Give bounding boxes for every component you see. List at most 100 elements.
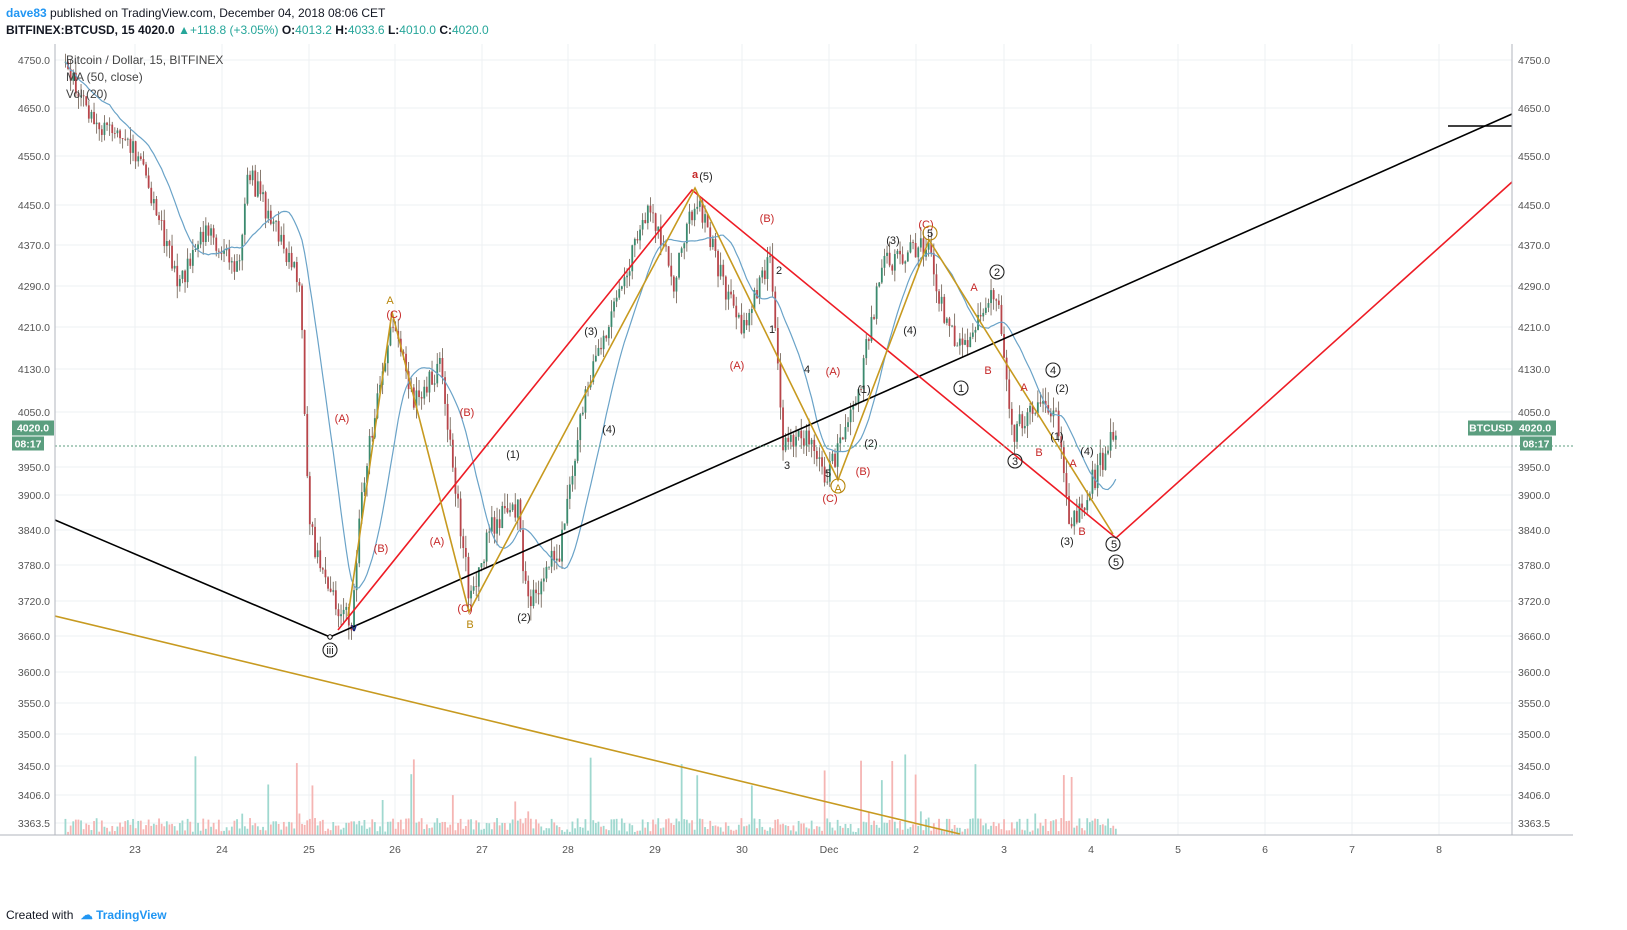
candle-body (867, 339, 870, 342)
volume-bar (852, 831, 855, 835)
volume-bar (77, 819, 80, 835)
volume-bar (342, 827, 345, 835)
volume-bar (883, 822, 886, 835)
candle-body (727, 291, 730, 300)
wave-label: (3) (886, 235, 899, 247)
candle-body (228, 248, 231, 263)
candle-body (784, 437, 787, 451)
volume-bar (683, 819, 686, 835)
candle-body (451, 439, 454, 468)
volume-bar (620, 818, 623, 835)
volume-bar (488, 823, 491, 835)
footer: Created with ☁ TradingView (6, 908, 167, 922)
volume-bar (152, 823, 155, 835)
candle-body (893, 254, 896, 271)
volume-bar (181, 820, 184, 835)
candle-body (277, 220, 280, 242)
time-tick: 30 (736, 844, 748, 856)
volume-bar (503, 822, 506, 835)
candle-body (171, 245, 173, 269)
volume-bar (259, 829, 262, 835)
volume-bar (462, 828, 465, 835)
price-tick-right: 3780.0 (1518, 560, 1550, 572)
low-value: 4010.0 (399, 23, 436, 37)
candle-body (459, 498, 462, 537)
volume-bar (202, 818, 205, 835)
volume-bar (571, 821, 574, 835)
wave-label: 4 (804, 364, 810, 376)
candle-body (384, 363, 387, 372)
volume-bar (186, 818, 189, 835)
volume-bar (995, 826, 998, 835)
candle-body (251, 170, 254, 181)
candle-body (849, 409, 852, 423)
candle-body (883, 255, 886, 268)
volume-bar (475, 820, 478, 835)
volume-bar (360, 825, 363, 835)
volume-bar (800, 823, 803, 835)
wave-label: A (970, 282, 978, 294)
volume-bar (561, 830, 563, 835)
volume-bar (238, 828, 241, 835)
volume-bar (386, 821, 389, 835)
candle-body (509, 510, 511, 513)
pivot-marker (327, 634, 333, 640)
candle-body (267, 210, 270, 219)
candle-body (389, 326, 392, 346)
author-link[interactable]: dave83 (6, 6, 47, 20)
candle-body (145, 164, 147, 176)
candle-body (901, 254, 904, 264)
volume-bar (173, 826, 176, 835)
wave-circle (1108, 554, 1124, 570)
volume-bar (555, 825, 558, 835)
candle-body (210, 228, 212, 236)
volume-bar (810, 820, 813, 835)
gold-wave-line (347, 186, 1114, 617)
candle-body (886, 252, 888, 256)
price-tick-right: 4650.0 (1518, 103, 1550, 115)
price-tick-right: 3600.0 (1518, 667, 1550, 679)
volume-bar (581, 827, 584, 835)
volume-bar (605, 829, 608, 835)
candle-body (836, 443, 839, 467)
candle-body (1112, 431, 1115, 440)
candle-body (1036, 402, 1039, 414)
symbol-tag-bg (1468, 420, 1514, 436)
candle-body (90, 111, 93, 119)
time-tick: 29 (649, 844, 661, 856)
volume-bar (870, 824, 873, 835)
volume-bar (147, 819, 150, 835)
price-tick-left: 3450.0 (18, 761, 50, 773)
candle-body (940, 296, 943, 304)
volume-bar (719, 827, 722, 835)
volume-bar (480, 829, 483, 835)
candle-body (594, 355, 597, 362)
wave-circle (953, 380, 969, 396)
wave-label: (3) (1060, 536, 1073, 548)
candle-body (808, 430, 810, 445)
candle-body (475, 586, 478, 587)
price-tick-right: 3550.0 (1518, 698, 1550, 710)
candle-body (155, 199, 158, 216)
volume-bar (787, 825, 790, 835)
volume-bar (1083, 830, 1086, 835)
candle-body (912, 242, 914, 244)
volume-bar (394, 828, 397, 835)
candle-body (152, 199, 155, 204)
candle-body (774, 291, 777, 329)
candle-body (85, 96, 88, 106)
candle-body (613, 301, 615, 312)
tradingview-logo[interactable]: ☁ TradingView (80, 908, 167, 922)
candle-body (1099, 452, 1102, 466)
volume-bar (665, 819, 667, 835)
volume-bar (831, 827, 834, 835)
candle-body (1068, 495, 1070, 524)
candle-body (165, 241, 168, 247)
candle-body (134, 141, 137, 162)
volume-bar (514, 801, 517, 835)
volume-bar (371, 819, 374, 835)
candle-body (813, 439, 816, 451)
price-chart[interactable]: a (5)(B)21(A) 435(A)(B)(C)A(1)(2)(3)(4)(C)… (0, 40, 1627, 908)
candle-body (592, 361, 595, 382)
candle-body (834, 453, 836, 467)
